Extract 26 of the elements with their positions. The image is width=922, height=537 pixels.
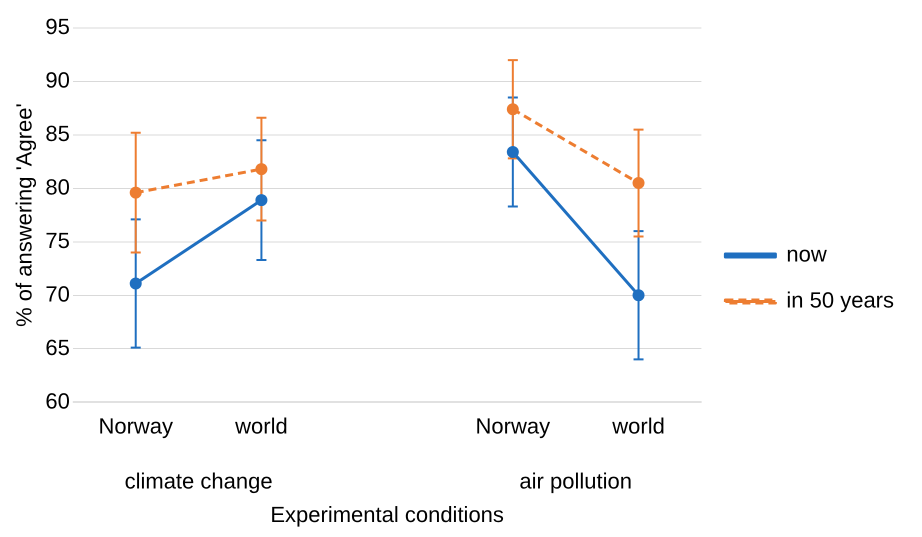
legend-label: now — [786, 242, 827, 267]
x-tick-label: Norway — [98, 413, 174, 438]
y-tick-label: 95 — [45, 14, 70, 40]
x-tick-label: world — [234, 413, 288, 438]
y-tick-label: 90 — [45, 68, 70, 93]
y-tick-label: 60 — [45, 388, 70, 414]
point — [506, 103, 519, 116]
y-tick-label: 80 — [45, 174, 70, 200]
text: air pollution — [519, 468, 632, 494]
legend-label: in 50 years — [786, 288, 894, 313]
y-tick-label: 75 — [45, 228, 70, 253]
x-tick-label: world — [611, 413, 665, 438]
point — [632, 289, 645, 302]
point — [130, 186, 142, 199]
point — [255, 163, 268, 176]
text: climate change — [124, 468, 273, 494]
point — [130, 278, 142, 290]
x-tick-label: Norway — [476, 413, 550, 438]
point — [255, 194, 268, 206]
y-axis-title: % of answering 'Agree' — [11, 103, 36, 327]
y-tick-label: 70 — [45, 281, 70, 306]
y-tick-label: 85 — [45, 120, 70, 146]
point — [632, 177, 645, 190]
point — [506, 146, 519, 158]
y-tick-label: 65 — [45, 334, 70, 360]
x-axis-title: Experimental conditions — [270, 502, 504, 527]
